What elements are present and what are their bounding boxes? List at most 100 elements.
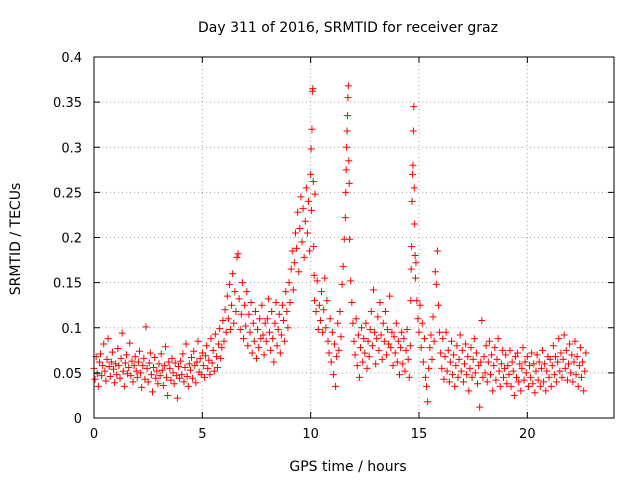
data-point: [561, 364, 569, 372]
data-point: [283, 308, 291, 316]
data-point: [510, 391, 518, 399]
data-point: [269, 335, 277, 343]
data-point: [389, 362, 397, 370]
data-point: [507, 382, 515, 390]
data-point: [325, 349, 333, 357]
data-point: [454, 373, 462, 381]
data-point: [307, 170, 315, 178]
data-point: [347, 277, 355, 285]
data-point: [345, 157, 353, 165]
data-point: [258, 301, 266, 309]
data-point: [348, 298, 356, 306]
data-point: [297, 193, 305, 201]
data-point: [120, 382, 128, 390]
data-point: [381, 308, 389, 316]
data-point: [408, 197, 416, 205]
data-point: [166, 364, 174, 372]
data-point: [203, 342, 211, 350]
data-point: [127, 372, 135, 380]
y-tick-label: 0.05: [53, 367, 82, 382]
data-point: [251, 308, 259, 316]
data-point: [267, 346, 275, 354]
data-point: [158, 366, 166, 374]
data-point: [344, 94, 352, 102]
data-point: [532, 367, 540, 375]
y-tick-label: 0.1: [61, 322, 82, 337]
data-point: [387, 344, 395, 352]
data-point: [396, 371, 403, 379]
data-point: [91, 375, 99, 383]
data-point: [412, 274, 420, 282]
data-point: [329, 371, 337, 379]
data-point: [416, 301, 424, 309]
data-point: [326, 315, 334, 323]
data-point: [570, 358, 578, 366]
data-point: [263, 315, 271, 323]
data-point: [579, 358, 587, 366]
data-point: [153, 367, 161, 375]
data-point: [229, 270, 237, 278]
data-point: [558, 373, 566, 381]
data-point: [308, 125, 316, 133]
data-point: [391, 349, 399, 357]
data-point: [404, 355, 412, 363]
data-point: [247, 298, 255, 306]
data-point: [402, 346, 410, 354]
data-point: [521, 358, 529, 366]
data-point: [364, 337, 372, 345]
y-tick-label: 0.15: [53, 277, 82, 292]
data-point: [555, 335, 563, 343]
data-point: [227, 326, 234, 334]
data-point: [295, 268, 303, 276]
x-tick-label: 5: [198, 427, 206, 442]
data-point: [504, 362, 512, 370]
data-point: [301, 217, 309, 225]
data-point: [328, 328, 336, 336]
data-point: [131, 353, 139, 361]
data-point: [394, 337, 402, 345]
data-point: [277, 331, 285, 339]
data-point: [547, 382, 555, 390]
data-point: [541, 360, 549, 368]
data-point: [506, 346, 514, 354]
data-point: [142, 323, 150, 331]
data-point: [523, 353, 531, 361]
data-point: [495, 367, 503, 375]
data-point: [111, 379, 119, 387]
data-point: [307, 145, 315, 153]
data-point: [321, 274, 329, 282]
data-point: [182, 340, 190, 348]
data-point: [437, 349, 445, 357]
data-point: [548, 362, 556, 370]
data-point: [529, 380, 537, 388]
data-point: [337, 333, 345, 341]
data-point: [199, 362, 207, 370]
data-point: [176, 374, 184, 382]
data-point: [175, 363, 182, 371]
data-point: [560, 331, 568, 339]
data-point: [455, 355, 463, 363]
data-point: [173, 394, 181, 402]
data-point: [145, 359, 153, 367]
data-point: [552, 353, 559, 361]
data-point: [384, 326, 392, 334]
data-point: [339, 262, 347, 270]
data-point: [189, 374, 197, 382]
data-point: [349, 319, 357, 327]
data-point: [531, 389, 539, 397]
data-point: [557, 349, 565, 357]
data-point: [477, 358, 485, 366]
data-point: [224, 315, 232, 323]
data-point: [445, 378, 453, 386]
data-point: [184, 382, 192, 390]
data-point: [280, 317, 288, 325]
data-point: [216, 325, 224, 333]
data-point: [152, 374, 160, 382]
data-point: [569, 378, 577, 386]
data-point: [242, 322, 250, 330]
data-point: [313, 277, 321, 285]
data-point: [273, 342, 281, 350]
data-point: [399, 360, 407, 368]
data-point: [201, 373, 208, 381]
data-point: [319, 328, 327, 336]
